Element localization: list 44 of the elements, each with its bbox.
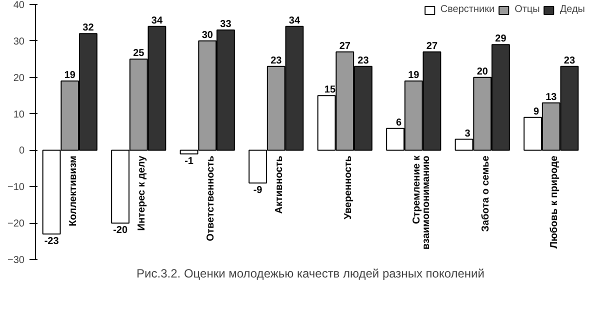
y-tick-label: 10 xyxy=(13,109,25,120)
x-tick-label: Активность xyxy=(274,156,286,214)
data-label: 6 xyxy=(396,117,402,128)
x-tick-label: Интерес к делу xyxy=(136,155,148,231)
data-label: 9 xyxy=(533,106,540,118)
data-label: -23 xyxy=(44,236,60,247)
data-label: 30 xyxy=(202,30,214,42)
data-label: 23 xyxy=(564,56,576,67)
y-tick-label: 30 xyxy=(13,36,25,48)
y-tick-label: 0 xyxy=(18,146,25,157)
data-label: 20 xyxy=(476,66,488,78)
data-label: 23 xyxy=(270,56,282,67)
legend-label: Сверстники xyxy=(440,4,495,15)
data-label: -9 xyxy=(253,184,263,196)
data-label: 27 xyxy=(426,40,438,52)
x-tick-label: Стремление к взаимопониманию xyxy=(412,154,432,250)
data-label: 34 xyxy=(151,15,163,26)
data-label: 15 xyxy=(324,84,336,96)
data-label: -1 xyxy=(184,156,194,167)
x-tick-label: Любовь к природе xyxy=(549,155,560,249)
text: Рис.3.2. Оценки молодежью качеств людей разных поколений xyxy=(136,266,484,280)
y-tick-label: −30 xyxy=(8,255,25,266)
data-label: 33 xyxy=(220,19,232,30)
data-label: 13 xyxy=(546,92,558,103)
legend-label: Отцы xyxy=(514,4,540,15)
data-label: -20 xyxy=(113,224,128,236)
data-label: 3 xyxy=(464,128,471,140)
y-tick-label: −10 xyxy=(8,182,25,194)
y-tick-label: 20 xyxy=(13,72,25,84)
data-label: 23 xyxy=(358,56,370,67)
x-tick-label: Уверенность xyxy=(342,156,354,220)
data-label: 29 xyxy=(495,34,507,45)
x-tick-label: Забота о семье xyxy=(480,155,492,232)
data-label: 34 xyxy=(288,15,300,26)
y-tick-label: −20 xyxy=(8,218,25,230)
x-tick-label: Коллективизм xyxy=(68,156,79,226)
data-label: 25 xyxy=(133,48,145,60)
y-tick-label: 40 xyxy=(13,0,25,11)
data-label: 32 xyxy=(82,22,94,34)
data-label: 19 xyxy=(64,70,76,82)
data-label: 27 xyxy=(339,40,351,52)
x-tick-label: Ответственность xyxy=(205,156,216,242)
data-label: 19 xyxy=(408,70,420,82)
legend-label: Деды xyxy=(560,4,585,15)
